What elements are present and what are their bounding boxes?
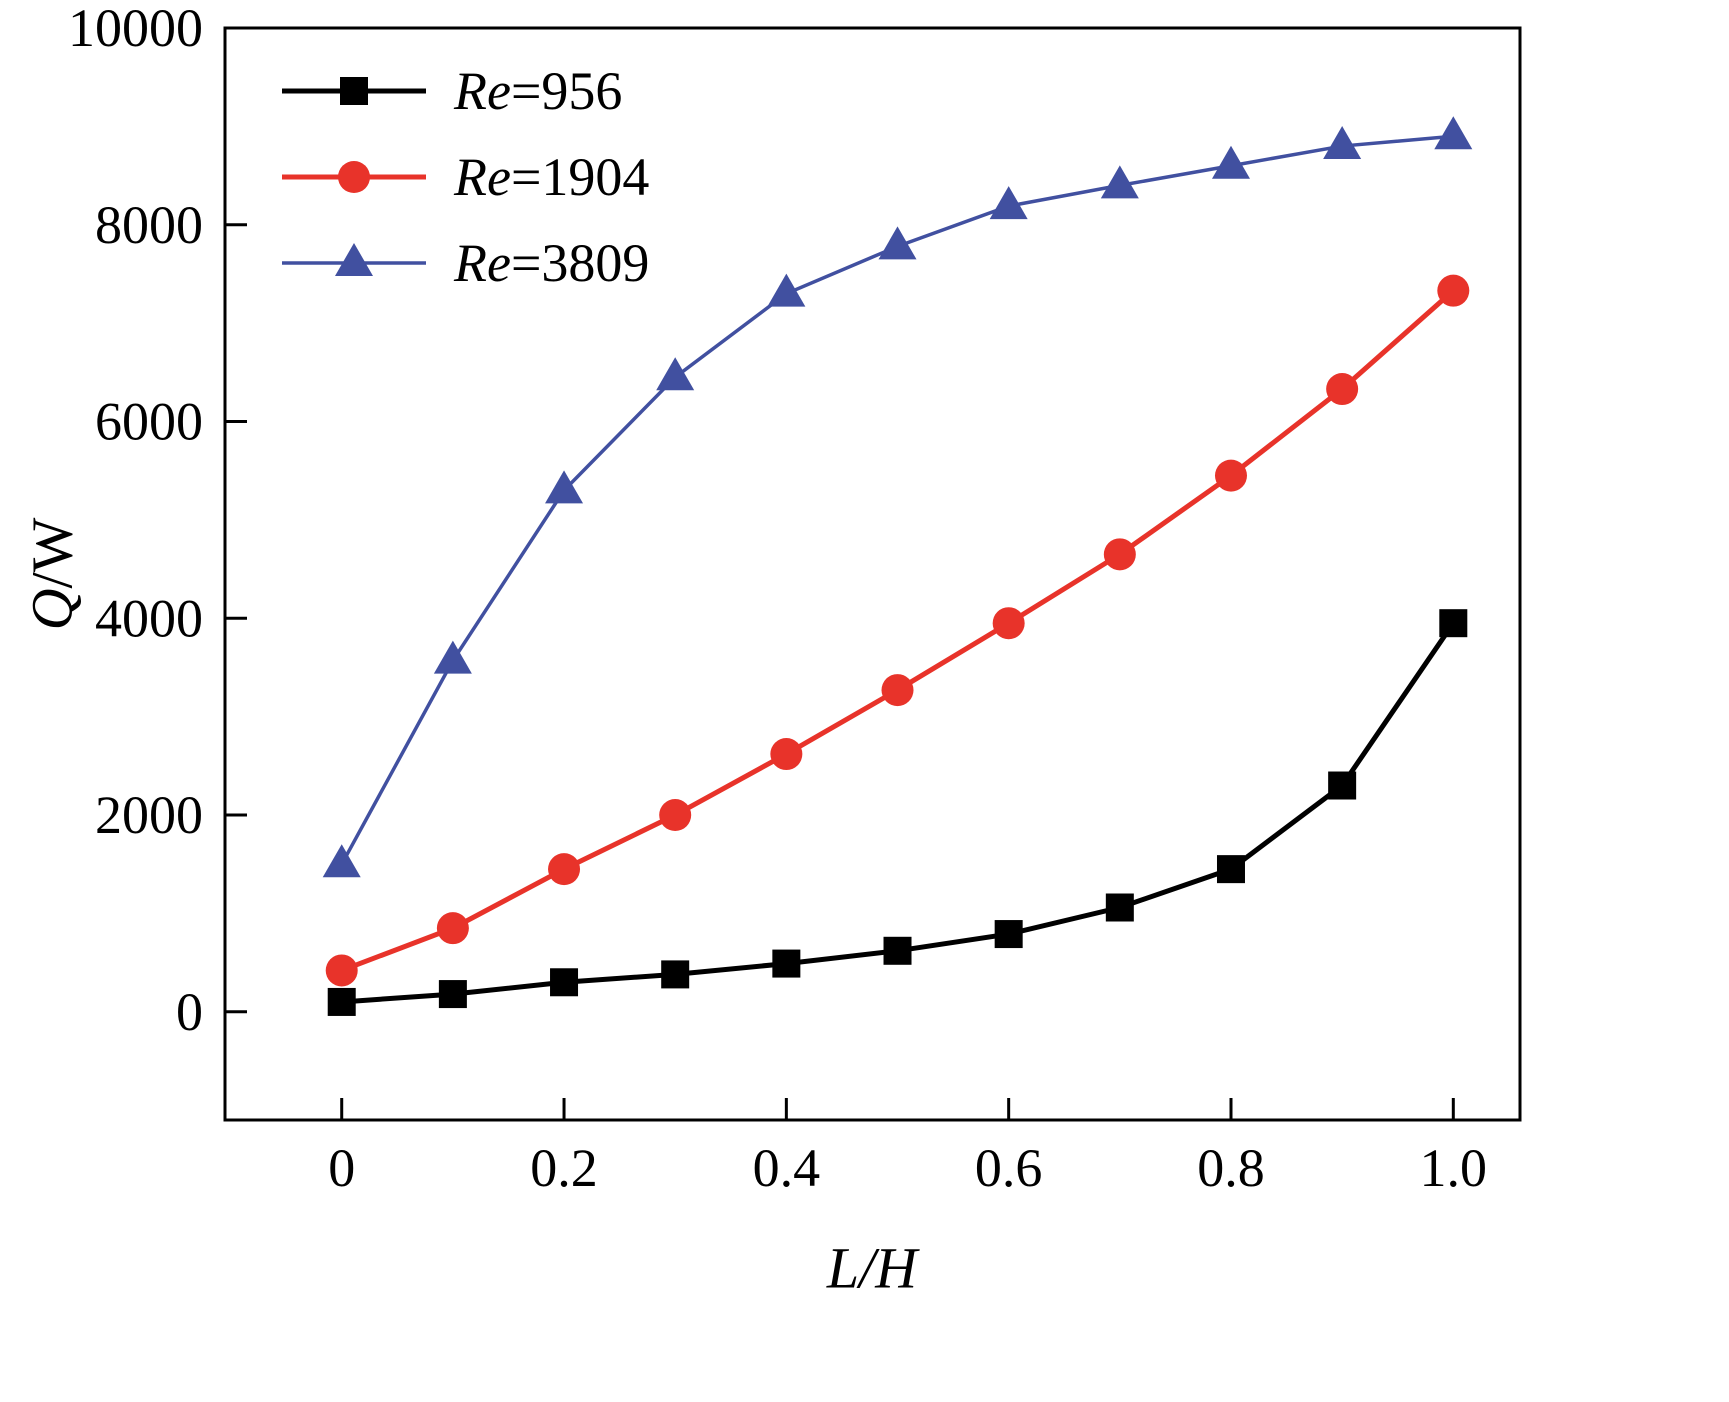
triangle-marker-icon xyxy=(656,357,695,391)
circle-marker-icon xyxy=(548,853,581,886)
circle-marker-icon xyxy=(881,674,914,707)
y-axis-label-unit: /W xyxy=(19,517,85,589)
square-marker-icon xyxy=(438,980,467,1009)
square-marker-icon xyxy=(1439,609,1468,638)
circle-marker-icon xyxy=(770,738,803,771)
triangle-marker-icon xyxy=(989,186,1028,220)
square-marker-icon xyxy=(327,987,356,1016)
legend-label-var: Re xyxy=(454,233,511,293)
circle-marker-icon xyxy=(1326,373,1359,406)
triangle-marker-icon xyxy=(767,273,806,307)
circle-marker-icon xyxy=(992,607,1025,640)
triangle-marker-icon xyxy=(878,226,917,260)
circle-marker-icon xyxy=(1437,274,1470,307)
circle-marker-icon xyxy=(659,799,692,832)
square-marker-icon xyxy=(994,920,1023,949)
x-tick-label: 0.2 xyxy=(530,1138,598,1198)
legend-item-re-956: Re=956 xyxy=(278,54,649,128)
square-marker-icon xyxy=(1216,855,1245,884)
square-marker-icon xyxy=(1105,893,1134,922)
y-tick-label: 4000 xyxy=(95,588,203,648)
legend-label: Re=956 xyxy=(454,64,622,118)
triangle-marker-icon xyxy=(335,243,373,276)
y-axis-label-var: Q xyxy=(19,588,85,631)
triangle-marker-icon xyxy=(1434,116,1473,150)
triangle-marker-icon xyxy=(545,470,584,504)
x-axis-label: L/H xyxy=(826,1235,918,1301)
legend-label-value: =1904 xyxy=(510,147,650,207)
square-marker-icon xyxy=(883,936,912,965)
square-marker-icon xyxy=(661,960,690,989)
legend-marker-triangle-icon xyxy=(282,243,426,276)
square-marker-icon xyxy=(1328,771,1357,800)
y-tick-label: 8000 xyxy=(95,195,203,255)
circle-marker-icon xyxy=(1214,459,1247,492)
legend-label: Re=3809 xyxy=(454,236,649,290)
legend-item-re-1904: Re=1904 xyxy=(278,140,649,214)
legend-item-re-3809: Re=3809 xyxy=(278,226,649,300)
series-line-1 xyxy=(340,288,1455,973)
x-tick-label: 0.4 xyxy=(753,1138,821,1198)
circle-marker-icon xyxy=(325,954,358,987)
triangle-marker-icon xyxy=(1100,165,1139,199)
triangle-marker-icon xyxy=(1211,145,1250,179)
square-marker-icon xyxy=(340,77,368,105)
circle-marker-icon xyxy=(1103,538,1136,571)
plot-frame xyxy=(223,26,1522,1122)
y-tick-label: 6000 xyxy=(95,392,203,452)
legend-label: Re=1904 xyxy=(454,150,649,204)
x-tick-label: 0.8 xyxy=(1197,1138,1265,1198)
y-tick-label: 2000 xyxy=(95,785,203,845)
x-tick-label: 0 xyxy=(328,1138,355,1198)
square-marker-icon xyxy=(772,949,801,978)
x-tick-label: 0.6 xyxy=(975,1138,1043,1198)
y-tick-label: 0 xyxy=(176,982,203,1042)
y-tick-label: 10000 xyxy=(68,0,203,58)
circle-marker-icon xyxy=(338,161,370,193)
y-axis-label: Q/W xyxy=(19,518,86,631)
circle-marker-icon xyxy=(436,912,469,945)
legend-label-var: Re xyxy=(454,147,511,207)
legend-label-var: Re xyxy=(454,61,511,121)
x-tick-label: 1.0 xyxy=(1420,1138,1488,1198)
triangle-marker-icon xyxy=(433,640,472,674)
legend-label-value: =956 xyxy=(510,61,623,121)
legend-label-value: =3809 xyxy=(510,233,650,293)
triangle-marker-icon xyxy=(1323,126,1362,160)
legend-marker-circle-icon xyxy=(282,161,426,193)
legend-marker-square-icon xyxy=(282,77,426,105)
legend: Re=956 Re=1904 Re=3809 xyxy=(278,54,649,300)
square-marker-icon xyxy=(550,968,579,997)
triangle-marker-icon xyxy=(322,844,361,878)
